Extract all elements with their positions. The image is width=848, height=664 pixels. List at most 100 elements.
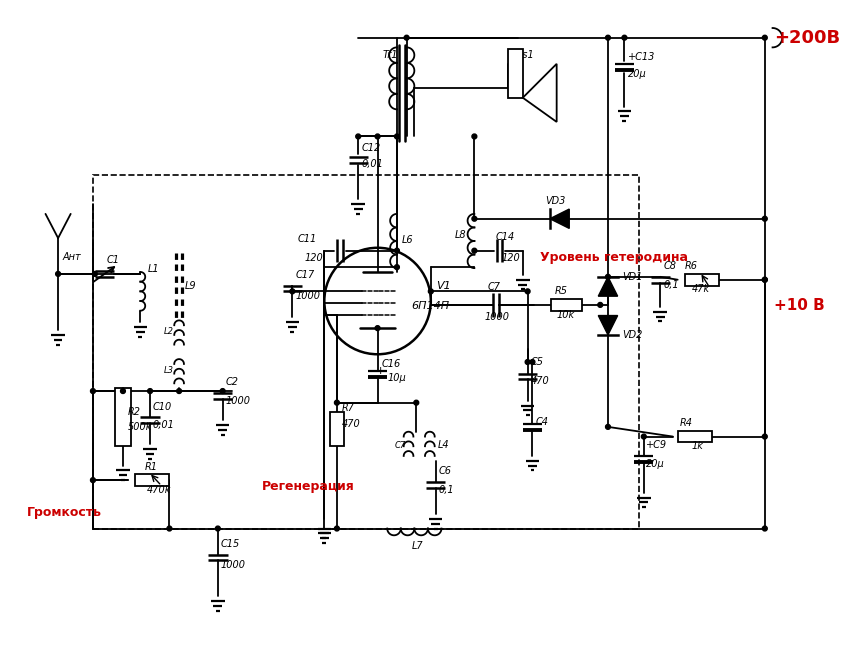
Text: C7: C7 [488, 282, 501, 292]
Text: C2: C2 [226, 377, 238, 387]
Bar [551, 299, 582, 311]
Text: 120: 120 [305, 254, 324, 264]
Circle shape [394, 265, 399, 270]
Circle shape [56, 272, 60, 276]
Circle shape [762, 35, 767, 40]
Text: 1000: 1000 [226, 396, 250, 406]
Circle shape [428, 289, 433, 293]
Text: +: + [376, 366, 385, 376]
Text: 0,1: 0,1 [438, 485, 455, 495]
Circle shape [356, 134, 360, 139]
Circle shape [290, 289, 295, 293]
Circle shape [472, 216, 477, 221]
Text: 500k: 500k [128, 422, 152, 432]
Text: +C13: +C13 [628, 52, 656, 62]
Text: L2: L2 [164, 327, 174, 337]
Text: +200В: +200В [774, 29, 840, 46]
Text: C12: C12 [361, 143, 381, 153]
Text: Громкость: Громкость [27, 505, 102, 519]
Circle shape [605, 35, 611, 40]
Text: 47k: 47k [692, 284, 711, 294]
Circle shape [762, 434, 767, 439]
Circle shape [220, 388, 225, 394]
Text: R5: R5 [555, 286, 567, 296]
Circle shape [375, 134, 380, 139]
Circle shape [622, 35, 627, 40]
Bar [508, 49, 522, 98]
Bar [135, 474, 169, 486]
Circle shape [472, 248, 477, 253]
Text: Ант: Ант [63, 252, 81, 262]
Circle shape [91, 388, 95, 394]
Text: 120: 120 [501, 254, 520, 264]
Text: VD1: VD1 [622, 272, 643, 282]
Text: R2: R2 [128, 407, 141, 418]
Circle shape [605, 274, 611, 280]
Text: R4: R4 [679, 418, 693, 428]
Text: C5: C5 [531, 357, 544, 367]
Bar [115, 388, 131, 446]
Circle shape [148, 388, 153, 394]
Text: 1000: 1000 [295, 291, 321, 301]
Circle shape [334, 400, 339, 405]
Circle shape [167, 526, 172, 531]
Text: 20μ: 20μ [628, 70, 647, 80]
Circle shape [605, 424, 611, 430]
Text: C16: C16 [382, 359, 401, 369]
Bar [678, 431, 712, 442]
Text: 1000: 1000 [220, 560, 246, 570]
Text: C15: C15 [220, 539, 240, 549]
Circle shape [92, 272, 98, 276]
Text: 20μ: 20μ [645, 459, 665, 469]
Circle shape [762, 216, 767, 221]
Text: C4: C4 [535, 417, 549, 427]
Circle shape [375, 326, 380, 331]
Text: C11: C11 [297, 234, 316, 244]
Circle shape [334, 526, 339, 531]
Text: R1: R1 [144, 461, 157, 471]
Circle shape [762, 278, 767, 282]
Text: Ls1: Ls1 [518, 50, 535, 60]
Text: 1000: 1000 [484, 311, 509, 321]
Text: R6: R6 [684, 261, 697, 271]
Bar [93, 175, 639, 529]
Circle shape [176, 388, 181, 394]
Text: C14: C14 [496, 232, 515, 242]
Text: +10 В: +10 В [774, 298, 825, 313]
Text: 0,01: 0,01 [153, 420, 175, 430]
Text: 470: 470 [342, 419, 360, 429]
Circle shape [414, 400, 419, 405]
Text: +C9: +C9 [645, 440, 667, 450]
Text: L1: L1 [148, 264, 159, 274]
Text: C1: C1 [107, 256, 120, 266]
Text: 470k: 470k [148, 485, 171, 495]
Circle shape [91, 477, 95, 483]
Text: L4: L4 [438, 440, 449, 450]
Text: C10: C10 [153, 402, 172, 412]
Circle shape [530, 360, 535, 365]
Polygon shape [599, 277, 617, 296]
Circle shape [472, 134, 477, 139]
Circle shape [394, 248, 399, 253]
Text: C17: C17 [295, 270, 315, 280]
Circle shape [598, 303, 603, 307]
Polygon shape [522, 64, 556, 122]
Circle shape [404, 35, 409, 40]
Text: C8: C8 [663, 261, 676, 271]
Circle shape [762, 526, 767, 531]
Text: Tr1: Tr1 [382, 50, 398, 60]
Text: 0,01: 0,01 [361, 159, 383, 169]
Bar [685, 274, 719, 286]
Text: L8: L8 [455, 230, 466, 240]
Text: L3: L3 [164, 367, 174, 375]
Text: 10μ: 10μ [388, 373, 406, 384]
Polygon shape [550, 209, 569, 228]
Text: 470: 470 [531, 376, 550, 386]
Bar [330, 412, 343, 446]
Text: 1k: 1k [691, 442, 703, 452]
Circle shape [394, 134, 399, 139]
Text: L6: L6 [402, 235, 413, 245]
Text: L7: L7 [411, 541, 423, 551]
Polygon shape [599, 315, 617, 335]
Text: VD2: VD2 [622, 330, 643, 340]
